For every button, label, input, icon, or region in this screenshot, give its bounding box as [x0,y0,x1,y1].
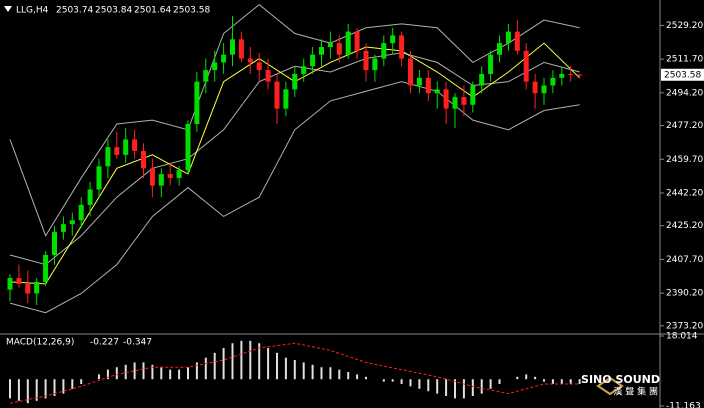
candle-body [123,139,129,155]
watermark: SINO SOUND [581,373,660,386]
candle-body [443,89,449,109]
candle-body [16,278,22,284]
current-price: 2503.58 [664,70,701,80]
candle-body [283,89,289,109]
candle-body [114,147,120,155]
candle-body [336,43,342,55]
candle-body [292,73,298,90]
candle-body [87,189,93,205]
y-tick-label: 2477.20 [666,121,703,131]
candle-body [470,85,476,105]
candle-body [399,35,405,59]
candle-body [390,35,396,44]
candle-body [327,43,333,47]
candle-body [43,254,49,282]
candle-body [505,31,511,44]
overlay-line [9,3,580,237]
symbol: LLG,H4 [16,6,49,16]
candle-body [34,281,40,294]
candle-body [452,97,458,109]
candle-body [577,74,583,76]
y-tick-label: 2511.70 [666,55,703,65]
candle-body [363,50,369,71]
candle-body [105,147,111,167]
y-tick-label: 2529.20 [666,21,703,31]
candle-body [523,50,529,82]
candle-body [221,54,227,63]
candle-body [167,174,173,178]
candle-body [372,58,378,71]
candle-body [301,66,307,74]
candle-body [274,81,280,109]
candle-body [194,81,200,125]
indicator-label: MACD(12,26,9) [6,338,74,348]
candle-body [69,220,75,225]
candle-body [416,77,422,86]
candle-body [319,46,324,55]
candle-body [141,150,146,169]
y-tick-label: 18.014 [666,332,698,342]
candle-body [310,54,316,67]
candle-body [212,62,218,71]
candle-body [434,89,440,94]
candle-body [381,43,387,59]
candle-body [60,224,66,232]
candle-body [461,97,467,105]
y-tick-label: 2459.70 [666,155,703,165]
candle-body [497,43,502,55]
candle-body [185,124,191,171]
indicator-value: -0.227 [90,338,119,348]
candle-body [96,166,102,190]
candle-body [25,283,31,294]
y-tick-label: 2425.20 [666,221,703,231]
candle-body [238,39,244,59]
price-marker [661,68,704,81]
candle-body [479,73,485,86]
candle-body [265,70,271,82]
candle-body [149,168,155,186]
ohlc-value: 2503.74 [56,6,93,16]
indicator-value: -0.347 [123,338,152,348]
candle-body [408,58,413,86]
candle-body [345,31,351,55]
y-tick-label: 2373.20 [666,321,703,331]
y-tick-label: 2494.20 [666,88,703,98]
candle-body [176,170,182,178]
menu-arrow [4,6,12,12]
ohlc-value: 2503.84 [95,6,132,16]
candle-body [158,174,164,186]
candle-body [425,77,431,94]
overlay-line [9,81,580,314]
candle-body [532,81,538,94]
y-tick-label: 2442.20 [666,188,703,198]
candle-body [230,39,235,55]
y-tick-label: 2407.70 [666,255,703,265]
candle-body [550,77,556,86]
y-tick-label: -11.163 [666,402,701,408]
candle-body [514,31,520,51]
candle-body [354,31,360,51]
ohlc-value: 2501.64 [134,6,171,16]
candle-body [488,54,494,74]
candle-body [52,231,57,255]
watermark-sub: 漢 聲 集 團 [613,386,658,398]
candle-body [256,62,262,71]
candle-body [559,73,565,78]
y-tick-label: 2390.20 [666,289,703,299]
candle-body [203,70,209,82]
candle-body [541,85,547,94]
candle-body [7,278,13,290]
candle-body [132,139,138,151]
candle-body [568,73,574,75]
signal-line [9,342,580,404]
logo [596,376,624,396]
candle-body [78,204,84,221]
candle-body [247,58,253,63]
ohlc-value: 2503.58 [173,6,210,16]
